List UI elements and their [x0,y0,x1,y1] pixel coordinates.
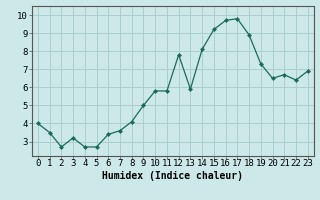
X-axis label: Humidex (Indice chaleur): Humidex (Indice chaleur) [102,171,243,181]
